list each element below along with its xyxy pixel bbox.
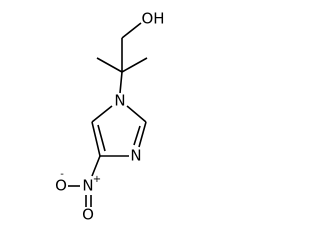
atom-label: OH [141,10,164,28]
charge-label: + [93,174,101,185]
atom-label: N [114,92,125,110]
atom-label: O [55,177,67,195]
bonds [68,22,148,207]
charge-label: - [60,169,64,180]
atom-label: N [130,147,141,165]
atom-label: N [82,177,93,195]
atom-label: O [82,206,94,224]
structure-diagram: OH N N N + O - O [55,10,164,224]
